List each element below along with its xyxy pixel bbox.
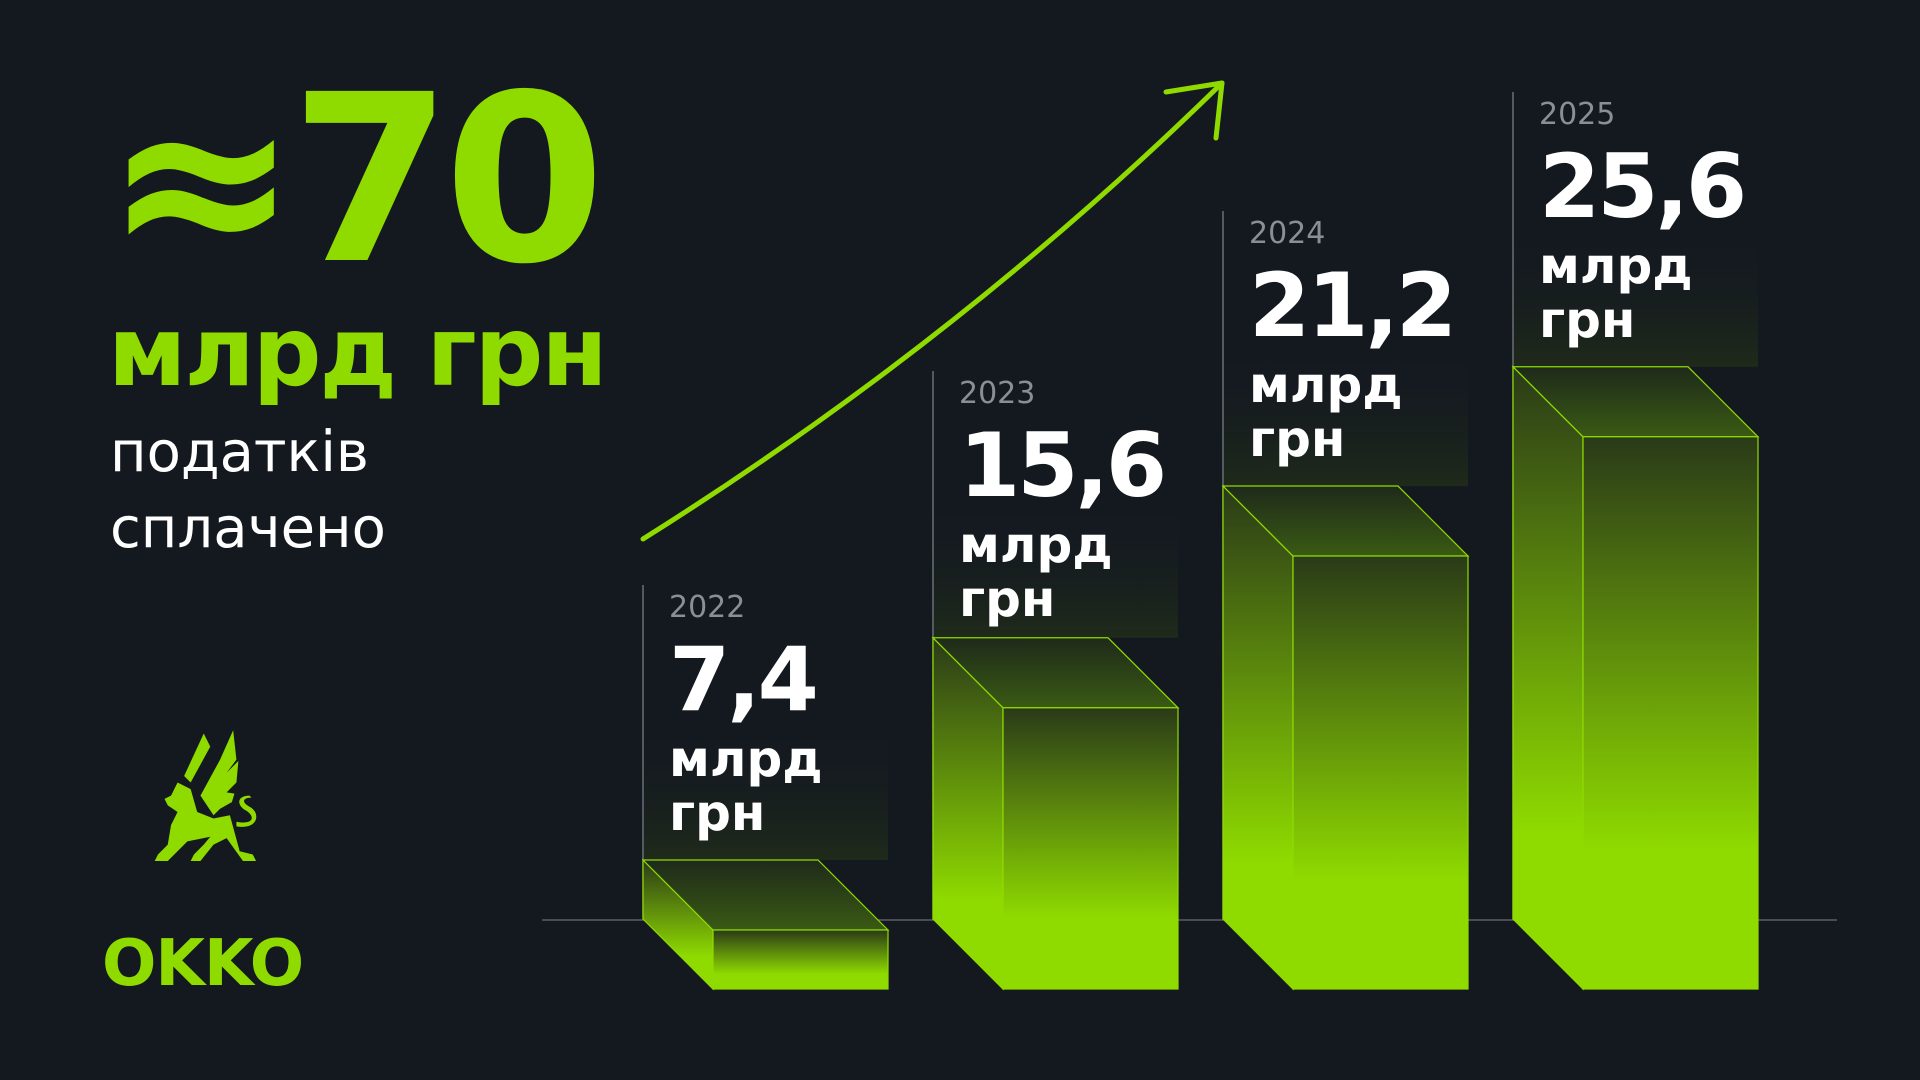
unit-label: млрд — [669, 730, 823, 789]
griffin-logo-icon — [154, 730, 257, 861]
trend-arrow — [640, 80, 1225, 542]
year-label: 2022 — [669, 590, 746, 625]
unit-label: млрд — [1539, 237, 1693, 296]
bar-label: 2023 15,6 млрд грн — [959, 376, 1167, 629]
unit-label: грн — [1249, 410, 1346, 469]
value-label: 21,2 — [1249, 254, 1457, 357]
bar-label: 2024 21,2 млрд грн — [1249, 216, 1457, 469]
unit-label: млрд — [959, 516, 1113, 575]
bar-label: 2022 7,4 млрд грн — [669, 591, 823, 840]
bar-side — [1512, 365, 1584, 991]
bar-glow — [933, 497, 1178, 638]
bar-side — [1222, 484, 1294, 991]
brand-name: OKKO — [102, 927, 304, 1001]
trend-arrow-head — [1163, 80, 1225, 141]
bar-label: 2025 25,6 млрд грн — [1539, 97, 1747, 350]
bar-front — [1002, 707, 1179, 990]
total-value: ≈70 — [104, 45, 605, 315]
value-label: 15,6 — [959, 414, 1167, 517]
bar-glow — [1513, 226, 1758, 367]
bar-glow — [1223, 346, 1468, 487]
bar-front — [1582, 436, 1759, 990]
subtitle-line-1: податків — [110, 420, 369, 485]
unit-label: грн — [1539, 291, 1636, 350]
year-label: 2023 — [959, 376, 1036, 411]
year-label: 2024 — [1249, 216, 1326, 251]
bar-glow — [643, 720, 888, 860]
bar-front — [712, 929, 889, 990]
subtitle-line-2: сплачено — [110, 496, 386, 561]
unit-label: грн — [669, 784, 766, 843]
value-label: 25,6 — [1539, 135, 1747, 238]
unit-label: млрд — [1249, 356, 1403, 415]
year-label: 2025 — [1539, 97, 1616, 132]
total-unit: млрд грн — [108, 296, 608, 408]
unit-label: грн — [959, 570, 1056, 629]
value-label: 7,4 — [669, 628, 819, 731]
bar-front — [1292, 555, 1469, 990]
